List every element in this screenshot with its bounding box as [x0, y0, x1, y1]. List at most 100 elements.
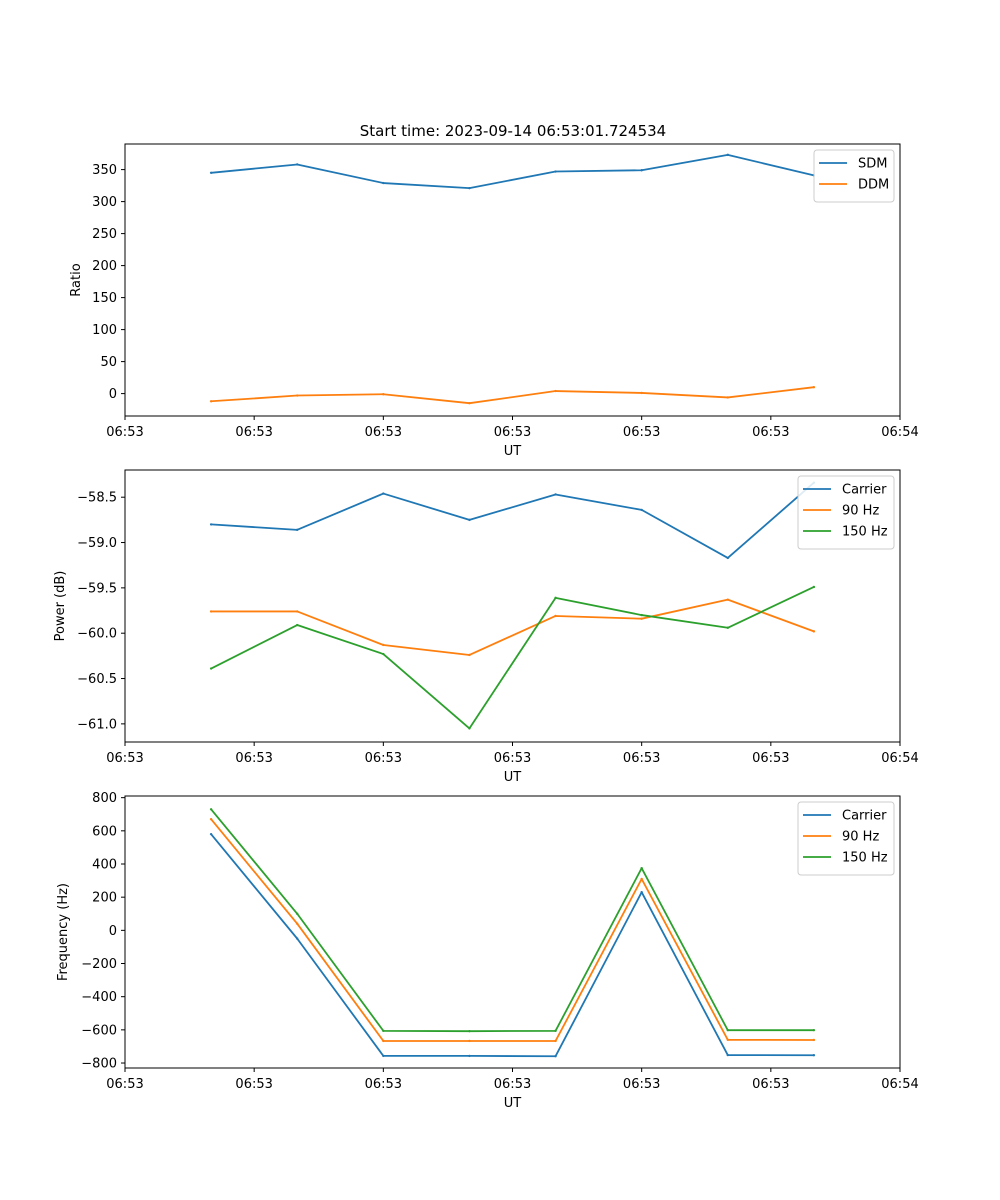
x-tick-label: 06:53: [623, 425, 660, 440]
series-line-sdm: [211, 153, 815, 190]
x-tick-label: 06:53: [235, 1077, 272, 1092]
x-tick-label: 06:54: [881, 425, 918, 440]
data-point: [726, 598, 729, 601]
data-point: [726, 1038, 729, 1042]
data-point: [640, 877, 643, 881]
data-point: [554, 1055, 557, 1058]
data-point: [812, 1038, 816, 1042]
x-tick-label: 06:53: [494, 425, 531, 440]
data-point: [468, 727, 471, 730]
x-tick-label: 06:53: [623, 751, 660, 766]
y-tick-label: −800: [81, 1057, 117, 1072]
data-point: [209, 818, 213, 821]
data-point: [468, 1039, 471, 1043]
data-point: [209, 523, 213, 526]
data-point: [554, 1039, 557, 1043]
legend-entry: Carrier: [842, 809, 887, 824]
data-point: [209, 171, 213, 174]
data-point: [640, 613, 643, 617]
data-point: [554, 170, 557, 173]
data-point: [468, 1029, 471, 1033]
data-point: [726, 1053, 729, 1057]
x-tick-label: 06:53: [752, 425, 789, 440]
y-tick-label: 0: [109, 387, 117, 402]
data-point: [812, 386, 816, 389]
data-point: [640, 617, 643, 620]
data-point: [554, 614, 557, 618]
legend-entry: 150 Hz: [842, 851, 888, 866]
data-point: [640, 169, 643, 172]
data-point: [554, 493, 557, 496]
x-tick-label: 06:53: [494, 1077, 531, 1092]
data-point: [640, 391, 643, 395]
y-tick-label: −400: [81, 990, 117, 1005]
data-point: [726, 396, 729, 399]
y-tick-label: 200: [92, 259, 117, 274]
power-chart: 06:53 06:53 06:53 06:53 06:53 06:53 06:54 −61.0…: [53, 469, 919, 785]
y-tick-label: −59.5: [77, 581, 117, 596]
data-point: [382, 393, 385, 396]
data-point: [296, 922, 299, 925]
y-tick-label: −59.0: [77, 536, 117, 551]
legend-entry: 90 Hz: [842, 504, 879, 519]
data-point: [640, 890, 643, 894]
data-point: [296, 937, 299, 940]
x-tick-label: 06:54: [881, 1077, 918, 1092]
data-point: [468, 518, 471, 522]
y-tick-label: 50: [100, 355, 117, 370]
series-line-carrier: [210, 833, 814, 1058]
x-axis-label: UT: [504, 770, 522, 785]
y-tick-label: −200: [81, 957, 117, 972]
legend: SDM DDM: [813, 149, 895, 203]
y-tick-label: 400: [92, 858, 117, 873]
data-point: [726, 556, 729, 560]
x-tick-label: 06:53: [235, 425, 272, 440]
data-point: [209, 832, 213, 836]
legend-entry: DDM: [858, 178, 889, 193]
data-point: [209, 667, 213, 670]
data-point: [296, 528, 299, 532]
y-tick-label: 150: [92, 291, 117, 306]
data-point: [296, 163, 299, 166]
x-tick-label: 06:53: [752, 751, 789, 766]
data-point: [382, 492, 385, 495]
data-point: [726, 1028, 729, 1032]
data-point: [382, 652, 385, 656]
data-point: [296, 394, 299, 397]
y-tick-label: 100: [92, 323, 117, 338]
x-tick-label: 06:53: [623, 1077, 660, 1092]
x-tick-label: 06:53: [365, 751, 402, 766]
x-axis-label: UT: [504, 444, 522, 459]
data-point: [554, 389, 557, 393]
data-point: [812, 585, 816, 589]
data-point: [296, 610, 299, 613]
data-point: [382, 181, 385, 185]
y-tick-label: 300: [92, 195, 117, 210]
data-point: [554, 596, 557, 600]
y-tick-label: −61.0: [77, 717, 117, 732]
legend: Carrier 90 Hz 150 Hz: [797, 801, 895, 876]
series-line-90-hz: [211, 598, 815, 656]
x-tick-label: 06:53: [365, 425, 402, 440]
data-point: [382, 1054, 385, 1058]
data-point: [468, 402, 471, 405]
legend-entry: 90 Hz: [842, 830, 879, 845]
y-tick-label: −60.5: [77, 672, 117, 687]
data-point: [382, 1039, 385, 1043]
y-tick-label: 250: [92, 227, 117, 242]
data-point: [382, 643, 385, 647]
y-axis-label: Power (dB): [53, 571, 68, 642]
series-line-150-hz: [210, 808, 814, 1033]
data-point: [468, 186, 471, 190]
legend-entry: SDM: [858, 157, 887, 172]
x-tick-label: 06:53: [106, 751, 143, 766]
data-point: [812, 1054, 816, 1057]
series-line-ddm: [211, 386, 814, 405]
x-tick-label: 06:53: [752, 1077, 789, 1092]
legend-entry: 150 Hz: [842, 525, 888, 540]
figure-title: Start time: 2023-09-14 06:53:01.724534: [360, 122, 666, 140]
data-point: [468, 653, 471, 657]
data-point: [726, 153, 729, 157]
x-axis-label: UT: [504, 1096, 522, 1111]
